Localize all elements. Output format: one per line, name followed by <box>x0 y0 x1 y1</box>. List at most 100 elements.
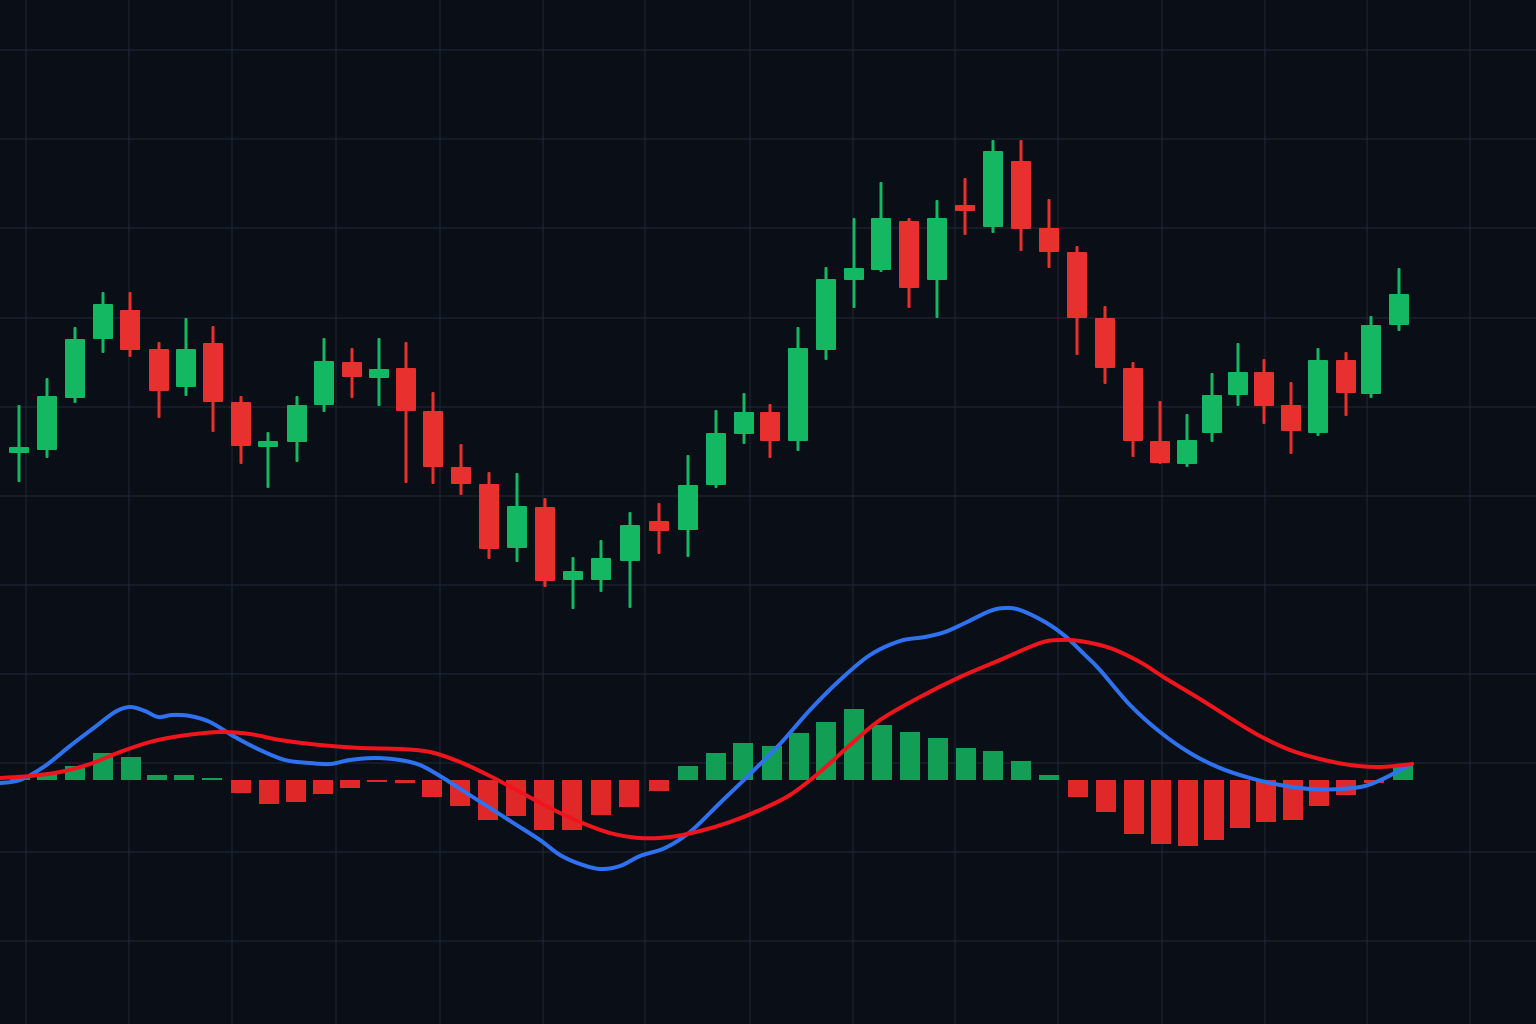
candle-bearish[interactable] <box>1281 382 1301 454</box>
histogram-bar-positive[interactable] <box>147 775 167 780</box>
histogram-bar-positive[interactable] <box>928 738 948 780</box>
histogram-bar-negative[interactable] <box>1283 780 1303 820</box>
histogram-bar-negative[interactable] <box>1124 780 1144 834</box>
candle-bullish[interactable] <box>258 432 278 488</box>
candle-bullish[interactable] <box>369 338 389 406</box>
candle-bearish[interactable] <box>899 218 919 308</box>
macd-histogram[interactable] <box>10 709 1413 846</box>
histogram-bar-positive[interactable] <box>816 722 836 780</box>
signal-line[interactable] <box>0 637 1414 841</box>
candle-body <box>1389 294 1409 325</box>
candle-bullish[interactable] <box>287 396 307 462</box>
candle-bearish[interactable] <box>760 404 780 458</box>
candle-bullish[interactable] <box>563 557 583 609</box>
candle-bullish[interactable] <box>927 200 947 318</box>
candle-bullish[interactable] <box>176 318 196 396</box>
candle-bearish[interactable] <box>535 498 555 587</box>
candle-bullish[interactable] <box>788 327 808 451</box>
histogram-bar-positive[interactable] <box>678 766 698 780</box>
histogram-bar-positive[interactable] <box>706 753 726 780</box>
histogram-bar-negative[interactable] <box>1309 780 1329 806</box>
candle-bullish[interactable] <box>844 218 864 308</box>
histogram-bar-negative[interactable] <box>422 780 442 797</box>
candle-bullish[interactable] <box>1389 268 1409 331</box>
candle-bearish[interactable] <box>149 342 169 418</box>
histogram-bar-negative[interactable] <box>1256 780 1276 822</box>
candle-bullish[interactable] <box>1361 316 1381 398</box>
histogram-bar-positive[interactable] <box>1011 761 1031 780</box>
histogram-bar-positive[interactable] <box>872 725 892 780</box>
histogram-bar-positive[interactable] <box>1039 775 1059 780</box>
candle-bullish[interactable] <box>816 267 836 360</box>
histogram-bar-positive[interactable] <box>789 733 809 780</box>
histogram-bar-positive[interactable] <box>174 775 194 780</box>
histogram-bar-positive[interactable] <box>733 743 753 780</box>
histogram-bar-negative[interactable] <box>1151 780 1171 844</box>
candle-bearish[interactable] <box>1067 246 1087 355</box>
candle-bullish[interactable] <box>314 338 334 412</box>
histogram-bar-negative[interactable] <box>1178 780 1198 846</box>
histogram-bar-positive[interactable] <box>37 774 57 780</box>
histogram-bar-negative[interactable] <box>395 780 415 783</box>
candle-bearish[interactable] <box>203 326 223 432</box>
histogram-bar-negative[interactable] <box>1068 780 1088 797</box>
candle-bearish[interactable] <box>649 503 669 554</box>
histogram-bar-negative[interactable] <box>231 780 251 793</box>
candle-bearish[interactable] <box>231 396 251 464</box>
histogram-bar-positive[interactable] <box>844 709 864 780</box>
candle-bearish[interactable] <box>1039 199 1059 268</box>
candle-bullish[interactable] <box>983 140 1003 233</box>
candle-bullish[interactable] <box>1228 343 1248 406</box>
histogram-bar-negative[interactable] <box>591 780 611 815</box>
histogram-bar-positive[interactable] <box>956 748 976 780</box>
candle-bullish[interactable] <box>871 182 891 272</box>
histogram-bar-negative[interactable] <box>1204 780 1224 840</box>
candle-bearish[interactable] <box>1123 362 1143 457</box>
candle-bearish[interactable] <box>1095 306 1115 384</box>
histogram-bar-negative[interactable] <box>286 780 306 802</box>
candle-bearish[interactable] <box>479 472 499 559</box>
candle-bearish[interactable] <box>423 392 443 484</box>
candle-bullish[interactable] <box>9 405 29 482</box>
candle-bullish[interactable] <box>591 540 611 592</box>
histogram-bar-negative[interactable] <box>313 780 333 794</box>
price-candlesticks-pane[interactable] <box>9 140 1409 609</box>
histogram-bar-negative[interactable] <box>1230 780 1250 828</box>
candle-bullish[interactable] <box>706 410 726 488</box>
candle-bullish[interactable] <box>1202 373 1222 442</box>
candle-bearish[interactable] <box>1254 359 1274 424</box>
macd-lines[interactable] <box>0 605 1414 872</box>
candle-bullish[interactable] <box>1308 348 1328 436</box>
histogram-bar-negative[interactable] <box>340 780 360 788</box>
candle-bearish[interactable] <box>1150 401 1170 464</box>
histogram-bar-negative[interactable] <box>649 780 669 791</box>
candle-bearish[interactable] <box>955 178 975 235</box>
histogram-bar-positive[interactable] <box>121 757 141 780</box>
candle-bullish[interactable] <box>678 455 698 557</box>
histogram-bar-negative[interactable] <box>1096 780 1116 812</box>
histogram-bar-positive[interactable] <box>202 778 222 780</box>
candle-bullish[interactable] <box>65 327 85 403</box>
candle-bullish[interactable] <box>37 378 57 458</box>
candle-bearish[interactable] <box>451 444 471 495</box>
candle-bearish[interactable] <box>120 292 140 357</box>
candle-bearish[interactable] <box>1336 352 1356 416</box>
candle-bullish[interactable] <box>1177 414 1197 467</box>
histogram-bar-positive[interactable] <box>1393 765 1413 780</box>
candle-bearish[interactable] <box>342 348 362 398</box>
candle-bearish[interactable] <box>1011 140 1031 251</box>
histogram-bar-positive[interactable] <box>983 751 1003 780</box>
histogram-bar-negative[interactable] <box>259 780 279 804</box>
histogram-bar-negative[interactable] <box>619 780 639 807</box>
candle-bearish[interactable] <box>396 342 416 483</box>
macd-line[interactable] <box>0 605 1414 872</box>
candle-bullish[interactable] <box>620 512 640 608</box>
histogram-bar-positive[interactable] <box>900 732 920 780</box>
candle-bullish[interactable] <box>734 393 754 444</box>
candle-bullish[interactable] <box>93 292 113 353</box>
candle-bullish[interactable] <box>507 473 527 562</box>
histogram-bar-negative[interactable] <box>367 780 387 782</box>
